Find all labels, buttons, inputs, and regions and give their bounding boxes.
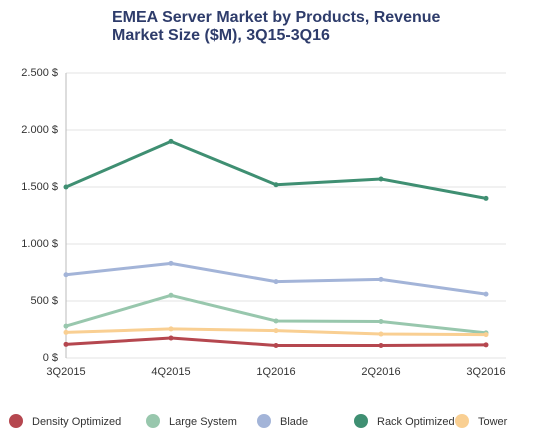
point (63, 341, 69, 347)
point (63, 272, 69, 278)
legend-swatch (146, 414, 160, 428)
legend-swatch (455, 414, 469, 428)
point (273, 328, 279, 334)
legend-swatch (257, 414, 271, 428)
point (168, 292, 174, 298)
series-line (65, 261, 487, 296)
chart-title: EMEA Server Market by Products, Revenue … (112, 9, 441, 44)
series-line (65, 139, 487, 200)
legend-label: Blade (280, 416, 308, 428)
point (63, 184, 69, 190)
point (168, 335, 174, 341)
x-tick-label: 2Q2016 (361, 366, 400, 378)
y-tick-label: 500 $ (30, 295, 58, 307)
legend-label: Large System (169, 416, 237, 428)
point (273, 279, 279, 285)
x-tick-label: 3Q2015 (46, 366, 85, 378)
point (483, 195, 489, 201)
y-tick-label: 1.500 $ (21, 181, 58, 193)
y-tick-label: 0 $ (43, 352, 58, 364)
x-tick-label: 4Q2015 (151, 366, 190, 378)
point (273, 342, 279, 348)
legend-swatch (354, 414, 368, 428)
point (273, 182, 279, 188)
point (63, 323, 69, 329)
point (168, 260, 174, 266)
point (483, 342, 489, 348)
legend-label: Density Optimized (32, 416, 121, 428)
point (168, 326, 174, 332)
x-tick-label: 1Q2016 (256, 366, 295, 378)
legend-label: Rack Optimized (377, 416, 455, 428)
point (63, 329, 69, 335)
point (378, 331, 384, 337)
point (483, 332, 489, 338)
point (378, 342, 384, 348)
point (168, 138, 174, 144)
y-tick-label: 1.000 $ (21, 238, 58, 250)
point (378, 176, 384, 182)
legend-swatch (9, 414, 23, 428)
point (378, 276, 384, 282)
point (378, 319, 384, 325)
x-tick-label: 3Q2016 (466, 366, 505, 378)
y-tick-label: 2.000 $ (21, 124, 58, 136)
legend-label: Tower (478, 416, 508, 428)
point (483, 291, 489, 297)
point (273, 318, 279, 324)
y-tick-label: 2.500 $ (21, 67, 58, 79)
